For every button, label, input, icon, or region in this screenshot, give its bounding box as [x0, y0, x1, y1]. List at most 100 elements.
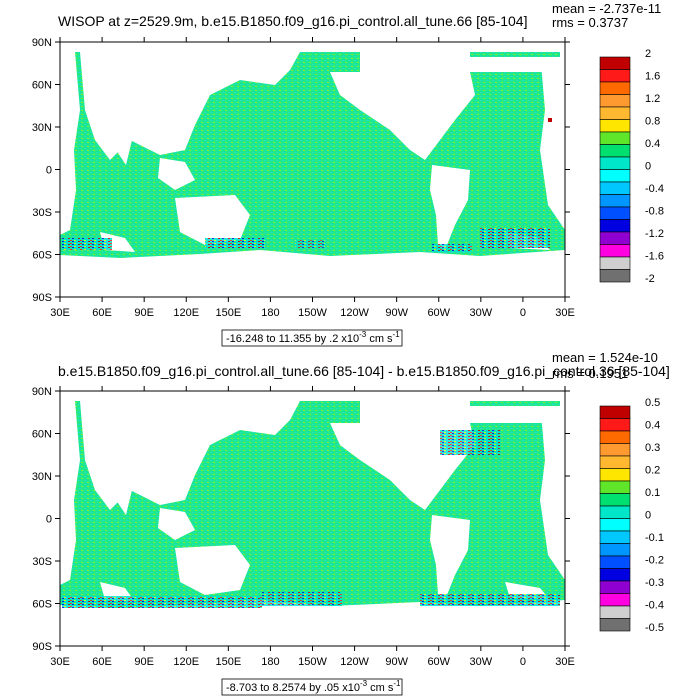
- colorbar-swatch: [599, 269, 631, 283]
- colorbar-swatch: [599, 56, 631, 70]
- panel-2-lat-tick-label: 90S: [32, 641, 52, 653]
- panel-2-lat-tick-label: 60S: [32, 599, 52, 611]
- colorbar-swatch: [599, 455, 631, 469]
- panel-1-range-unit-exp: -1: [393, 330, 401, 339]
- panel-2-lat-tick-label: 60N: [32, 429, 52, 441]
- panel-2-lat-tick-label: 30S: [32, 556, 52, 568]
- panel-1-range-unit: cm s: [369, 333, 393, 345]
- colorbar-swatch: [599, 480, 631, 494]
- panel-2-mean: mean = 1.524e-10: [552, 350, 658, 365]
- panel-2-lon-tick-label: 60E: [92, 656, 112, 668]
- panel-1-axes: 90N 60N 30N 0 30S 60S 90S 30E 60E 90E 120E 150E 180 1…: [32, 37, 575, 319]
- panel-1-lat-tick-label: 0: [46, 165, 52, 177]
- panel-2-lon-tick-label: 120E: [173, 656, 199, 668]
- colorbar-swatch: [599, 493, 631, 507]
- panel-1-map: [59, 41, 566, 298]
- colorbar-label: 0.4: [645, 420, 660, 432]
- panel-1-lon-tick-label: 30E: [50, 307, 70, 319]
- panel-2-range-box: -8.703 to 8.2574 by .05 x10-3 cm s-1: [221, 678, 403, 696]
- colorbar-swatch: [599, 593, 631, 607]
- panel-1-lon-tick-label: 60E: [92, 307, 112, 319]
- colorbar-label: -0.2: [645, 555, 664, 567]
- colorbar-label: -0.5: [645, 622, 664, 634]
- colorbar-swatch: [599, 169, 631, 183]
- colorbar-swatch: [599, 144, 631, 158]
- panel-2-lat-tick-label: 0: [46, 514, 52, 526]
- panel-1-lon-tick-label: 30W: [470, 307, 493, 319]
- panel-2-range-exp: -3: [360, 679, 368, 688]
- colorbar-swatch: [599, 518, 631, 532]
- panel-1-colorbar: 2 1.6 1.2 0.8 0.4 0 -0.4 -0.8 -1.2 -1.6 -2: [599, 48, 664, 285]
- colorbar-swatch: [599, 580, 631, 594]
- panel-1-lon-tick-label: 90W: [385, 307, 408, 319]
- svg-text:-8.703 to 8.2574 by .05 x10-3: -8.703 to 8.2574 by .05 x10-3 cm s-1: [226, 679, 401, 694]
- panel-2-lon-tick-label: 150E: [215, 656, 241, 668]
- panel-2-map: [59, 390, 566, 647]
- colorbar-swatch: [599, 181, 631, 195]
- panel-1-range-exp: -3: [359, 330, 367, 339]
- panel-1-lon-tick-label: 150E: [215, 307, 241, 319]
- panel-2-title: b.e15.B1850.f09_g16.pi_control.all_tune.…: [58, 363, 670, 379]
- colorbar-swatch: [599, 618, 631, 632]
- colorbar-label: -2: [645, 273, 655, 285]
- colorbar-swatch: [599, 505, 631, 519]
- panel-1-lon-tick-label: 30E: [555, 307, 575, 319]
- panel-2-lon-tick-label: 90W: [385, 656, 408, 668]
- panel-2-lon-tick-label: 30E: [50, 656, 70, 668]
- colorbar-swatch: [599, 231, 631, 245]
- colorbar-label: -0.1: [645, 532, 664, 544]
- panel-2-rms: rms = 0.1951: [552, 366, 628, 381]
- panel-1-range-box: -16.248 to 11.355 by .2 x10-3 cm s-1: [221, 329, 403, 347]
- panel-1-lat-tick-label: 60N: [32, 80, 52, 92]
- svg-text:-16.248 to 11.355 by .2 x10-3: -16.248 to 11.355 by .2 x10-3 cm s-1: [226, 330, 400, 345]
- colorbar-swatch: [599, 94, 631, 108]
- panel-2-range-label: -8.703 to 8.2574 by .05 x10: [226, 682, 360, 694]
- colorbar-swatch: [599, 605, 631, 619]
- panel-2-lon-tick-label: 180: [261, 656, 279, 668]
- colorbar-label: -1.2: [645, 228, 664, 240]
- panel-1-title: WISOP at z=2529.9m, b.e15.B1850.f09_g16.…: [58, 13, 527, 29]
- colorbar-swatch: [599, 69, 631, 83]
- colorbar-label: 0.4: [645, 138, 660, 150]
- colorbar-swatch: [599, 119, 631, 133]
- colorbar-swatch: [599, 81, 631, 95]
- colorbar-label: -0.3: [645, 577, 664, 589]
- panel-1-lat-tick-label: 90N: [32, 37, 52, 49]
- colorbar-swatch: [599, 219, 631, 233]
- colorbar-label: 0: [645, 161, 651, 173]
- colorbar-swatch: [599, 405, 631, 419]
- panel-1-lon-tick-label: 180: [261, 307, 279, 319]
- colorbar-label: 0: [645, 510, 651, 522]
- panel-2-lat-tick-label: 30N: [32, 471, 52, 483]
- colorbar-swatch: [599, 555, 631, 569]
- panel-1-lat-tick-label: 90S: [32, 292, 52, 304]
- panel-1-lat-tick-label: 30S: [32, 207, 52, 219]
- panel-1-rms: rms = 0.3737: [552, 15, 628, 30]
- colorbar-swatch: [599, 418, 631, 432]
- colorbar-swatch: [599, 543, 631, 557]
- colorbar-label: 0.5: [645, 397, 660, 409]
- colorbar-label: 1.6: [645, 71, 660, 83]
- panel-2-lon-tick-label: 30W: [470, 656, 493, 668]
- colorbar-label: -0.4: [645, 183, 664, 195]
- panel-2-axes: 90N 60N 30N 0 30S 60S 90S 30E 60E 90E 120E 150E 180 1…: [32, 386, 575, 668]
- colorbar-swatch: [599, 468, 631, 482]
- colorbar-label: 1.2: [645, 93, 660, 105]
- panel-2-range-unit: cm s: [370, 682, 394, 694]
- panel-1-lon-tick-label: 0: [520, 307, 526, 319]
- panel-2-lon-tick-label: 60W: [427, 656, 450, 668]
- panel-2-lon-tick-label: 30E: [555, 656, 575, 668]
- panel-1-lon-tick-label: 150W: [298, 307, 327, 319]
- colorbar-label: 0.8: [645, 116, 660, 128]
- colorbar-swatch: [599, 194, 631, 208]
- panel-2-lon-tick-label: 90E: [134, 656, 154, 668]
- colorbar-label: 0.3: [645, 442, 660, 454]
- colorbar-swatch: [599, 206, 631, 220]
- colorbar-swatch: [599, 443, 631, 457]
- panel-2-colorbar: 0.5 0.4 0.3 0.2 0.1 0 -0.1 -0.2 -0.3 -0.4 -0.5: [599, 397, 664, 634]
- colorbar-label: 2: [645, 48, 651, 60]
- colorbar-label: -0.4: [645, 600, 664, 612]
- panel-2-lat-tick-label: 90N: [32, 386, 52, 398]
- panel-1-lon-tick-label: 120E: [173, 307, 199, 319]
- panel-1-lon-tick-label: 90E: [134, 307, 154, 319]
